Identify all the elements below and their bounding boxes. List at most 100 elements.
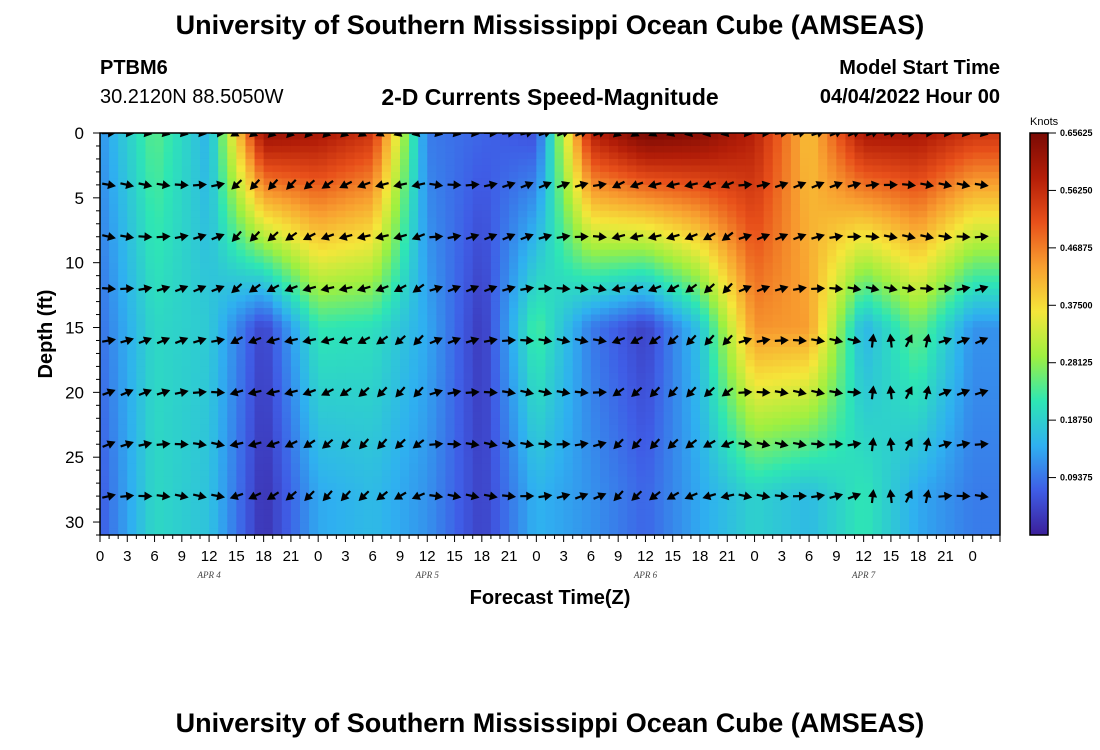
heat-cell — [500, 496, 510, 504]
heat-cell — [563, 133, 574, 141]
heat-cell — [509, 411, 519, 419]
heat-cell — [381, 496, 392, 504]
heat-cell — [518, 282, 528, 290]
heat-cell — [290, 476, 301, 484]
heat-cell — [481, 509, 492, 517]
heat-cell — [354, 210, 365, 218]
heat-cell — [527, 398, 537, 406]
heat-cell — [227, 243, 237, 251]
heat-cell — [363, 444, 374, 452]
heat-cell — [345, 431, 356, 439]
heat-cell — [181, 249, 192, 257]
heat-cell — [227, 327, 237, 335]
heat-cell — [518, 165, 528, 173]
heat-cell — [163, 502, 174, 510]
heat-cell — [772, 308, 783, 316]
heat-cell — [345, 145, 356, 154]
heat-cell — [145, 204, 156, 212]
heat-cell — [254, 437, 265, 445]
heat-cell — [145, 509, 156, 517]
heat-cell — [254, 158, 265, 167]
heat-cell — [781, 502, 792, 510]
heat-cell — [390, 236, 401, 244]
heat-cell — [263, 314, 274, 322]
heat-cell — [327, 171, 337, 179]
heat-cell — [500, 236, 510, 244]
heat-cell — [618, 353, 628, 361]
heat-cell — [763, 418, 774, 426]
heat-cell — [227, 398, 237, 406]
heat-cell — [300, 392, 310, 400]
heat-cell — [763, 483, 774, 491]
heat-cell — [145, 418, 156, 426]
heat-cell — [227, 139, 237, 147]
heat-cell — [436, 476, 447, 484]
heat-cell — [700, 152, 710, 160]
heat-cell — [709, 314, 719, 322]
heat-cell — [100, 522, 110, 530]
heat-cell — [509, 210, 519, 218]
heat-cell — [454, 476, 465, 484]
heat-cell — [772, 256, 783, 264]
heat-cell — [363, 288, 374, 296]
heat-cell — [745, 171, 756, 179]
heat-cell — [527, 444, 537, 452]
heat-cell — [763, 275, 774, 283]
heat-cell — [781, 496, 792, 504]
heat-cell — [336, 217, 347, 225]
heat-cell — [327, 165, 337, 173]
heat-cell — [181, 184, 192, 192]
heat-cell — [481, 476, 492, 484]
heat-cell — [181, 424, 192, 432]
heat-cell — [100, 269, 110, 277]
heat-cell — [581, 295, 592, 303]
heat-cell — [481, 158, 492, 167]
heat-cell — [127, 346, 137, 355]
heat-cell — [418, 249, 428, 257]
heat-cell — [263, 243, 274, 251]
heat-cell — [454, 334, 465, 342]
heat-cell — [318, 405, 328, 413]
heat-cell — [509, 489, 519, 497]
heat-cell — [145, 191, 156, 199]
heat-cell — [427, 379, 437, 387]
heat-cell — [563, 158, 574, 167]
heat-cell — [563, 470, 574, 478]
heat-cell — [272, 184, 283, 192]
heat-cell — [472, 502, 483, 510]
heat-cell — [518, 184, 528, 192]
heat-cell — [545, 372, 556, 380]
heat-cell — [236, 359, 247, 368]
heat-cell — [354, 223, 365, 231]
heat-cell — [600, 509, 610, 517]
heat-cell — [509, 483, 519, 491]
heat-cell — [390, 346, 401, 355]
heat-cell — [490, 145, 501, 154]
heat-cell — [127, 457, 137, 465]
heat-cell — [700, 133, 710, 141]
heat-cell — [790, 502, 801, 510]
heat-cell — [290, 256, 301, 264]
heat-cell — [400, 171, 410, 179]
heat-cell — [545, 431, 556, 439]
heat-cell — [818, 496, 828, 504]
heat-cell — [136, 178, 147, 186]
heat-cell — [209, 275, 219, 283]
heat-cell — [572, 178, 583, 186]
heat-cell — [581, 437, 592, 445]
heat-cell — [127, 301, 137, 309]
heat-cell — [427, 301, 437, 309]
heat-cell — [245, 392, 256, 400]
heat-cell — [709, 269, 719, 277]
heat-cell — [754, 314, 765, 322]
heat-cell — [763, 217, 774, 225]
heat-cell — [300, 171, 310, 179]
heat-cell — [372, 366, 383, 374]
heat-cell — [745, 450, 756, 458]
heat-cell — [172, 139, 183, 147]
heat-cell — [536, 308, 547, 316]
heat-cell — [518, 301, 528, 309]
heat-cell — [290, 366, 301, 374]
heat-cell — [290, 385, 301, 393]
heat-cell — [400, 262, 410, 270]
